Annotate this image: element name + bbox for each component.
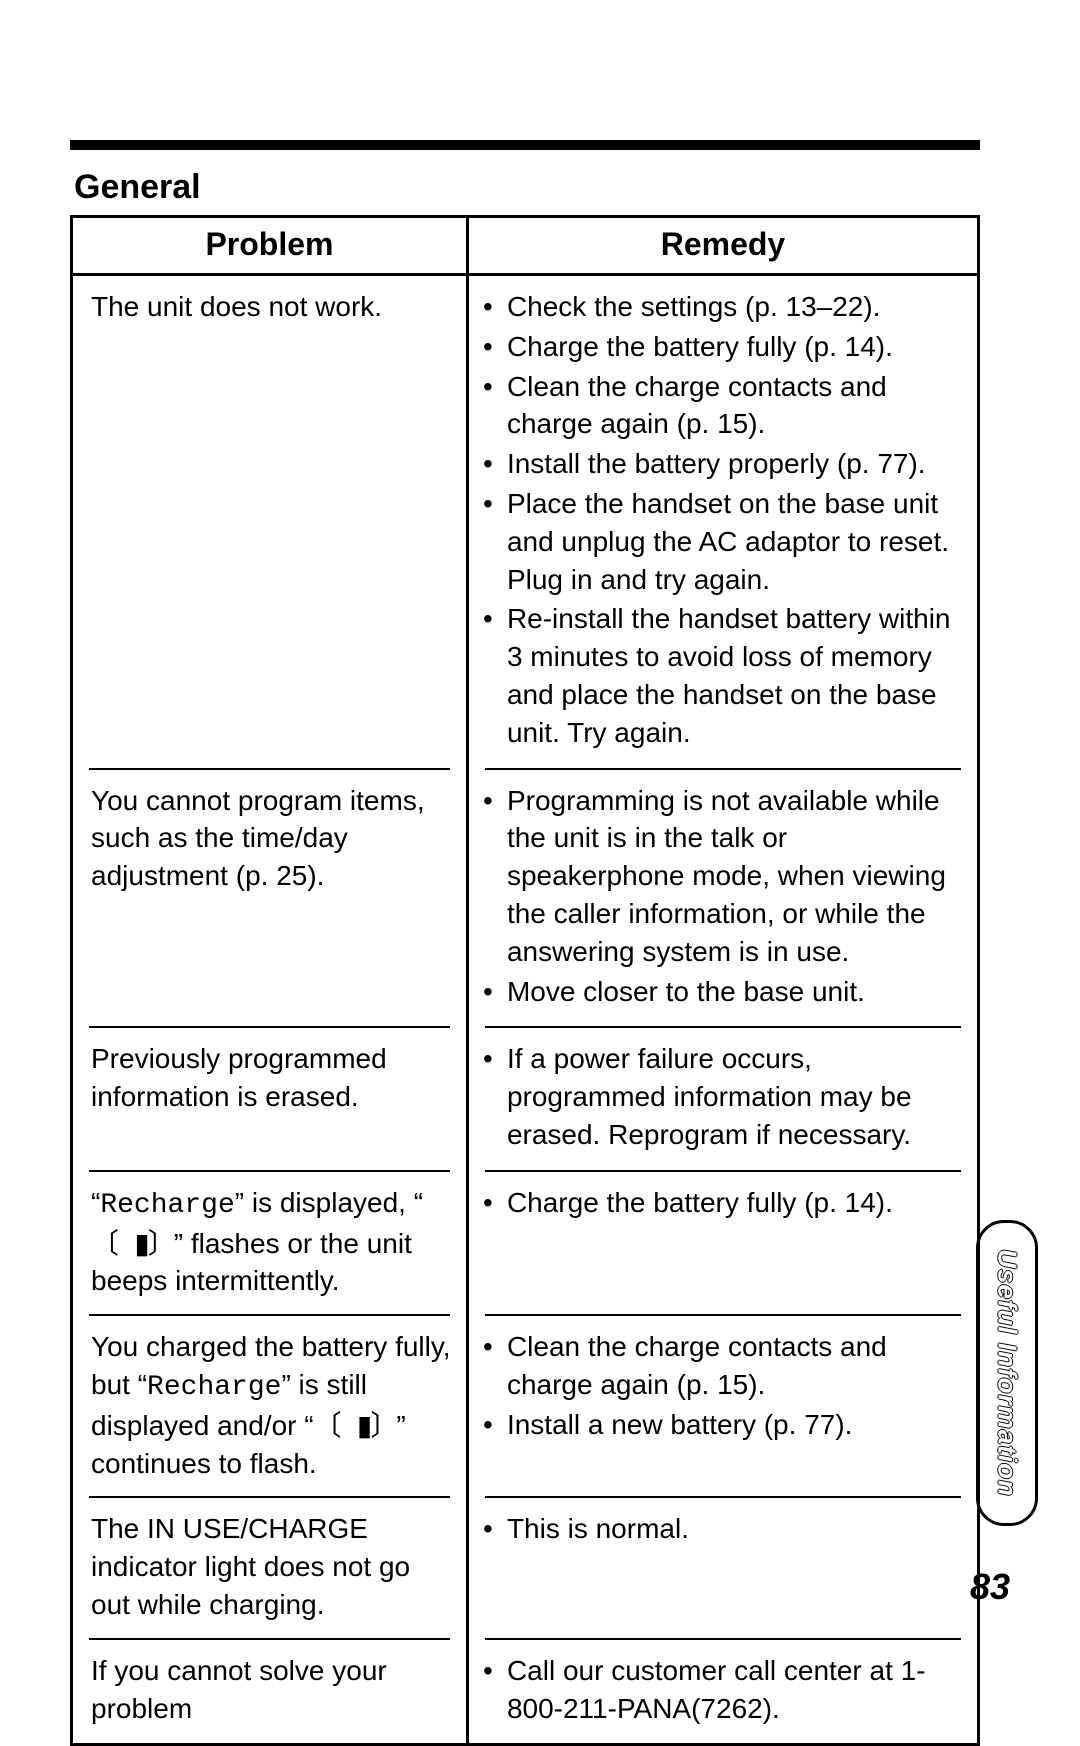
table-header-row: Problem Remedy [72,217,979,275]
table-row: Previously programmed information is era… [72,1028,979,1169]
problem-text: “Recharge” is displayed, “〔 ▮〕” flashes … [87,1184,456,1300]
remedy-list: Charge the battery fully (p. 14). [483,1184,967,1222]
remedy-list: This is normal. [483,1510,967,1548]
remedy-item: Clean the charge contacts and charge aga… [483,368,967,444]
remedy-item: Check the settings (p. 13–22). [483,288,967,326]
troubleshoot-table: Problem Remedy The unit does not work. Ch… [70,215,980,1746]
table-row: The unit does not work. Check the setting… [72,275,979,768]
remedy-item: Charge the battery fully (p. 14). [483,328,967,366]
problem-cell: The IN USE/CHARGE indicator light does n… [72,1498,468,1637]
top-rule [70,140,980,150]
remedy-cell: Programming is not available while the u… [467,770,978,1027]
remedy-cell: If a power failure occurs, programmed in… [467,1028,978,1169]
remedy-item: Charge the battery fully (p. 14). [483,1184,967,1222]
remedy-list: Call our customer call center at 1-800-2… [483,1652,967,1728]
remedy-item: Install a new battery (p. 77). [483,1406,967,1444]
section-title: General [74,168,980,207]
remedy-item: This is normal. [483,1510,967,1548]
problem-cell: You charged the battery fully, but “Rech… [72,1316,468,1496]
problem-cell: Previously programmed information is era… [72,1028,468,1169]
remedy-item: Programming is not available while the u… [483,782,967,971]
problem-cell: The unit does not work. [72,275,468,768]
table-row: You cannot program items, such as the ti… [72,770,979,1027]
problem-text: Previously programmed information is era… [87,1040,456,1116]
remedy-cell: Call our customer call center at 1-800-2… [467,1640,978,1745]
table-row: If you cannot solve your problem Call our… [72,1640,979,1745]
table-row: “Recharge” is displayed, “〔 ▮〕” flashes … [72,1172,979,1314]
problem-cell: You cannot program items, such as the ti… [72,770,468,1027]
side-tab: Useful Information [976,1220,1038,1526]
col-header-remedy: Remedy [467,217,978,275]
table-row: The IN USE/CHARGE indicator light does n… [72,1498,979,1637]
side-tab-label: Useful Information [992,1249,1023,1497]
problem-cell: If you cannot solve your problem [72,1640,468,1745]
remedy-cell: Check the settings (p. 13–22).Charge the… [467,275,978,768]
problem-text: You charged the battery fully, but “Rech… [87,1328,456,1482]
remedy-item: Place the handset on the base unit and u… [483,485,967,598]
remedy-list: If a power failure occurs, programmed in… [483,1040,967,1153]
page: General Problem Remedy The unit does not… [0,0,1080,1648]
table-body: The unit does not work. Check the setting… [72,275,979,1745]
problem-text: You cannot program items, such as the ti… [87,782,456,895]
col-header-problem: Problem [72,217,468,275]
remedy-cell: This is normal. [467,1498,978,1637]
remedy-item: Move closer to the base unit. [483,973,967,1011]
table-row: You charged the battery fully, but “Rech… [72,1316,979,1496]
remedy-item: Install the battery properly (p. 77). [483,445,967,483]
remedy-cell: Clean the charge contacts and charge aga… [467,1316,978,1496]
remedy-list: Clean the charge contacts and charge aga… [483,1328,967,1443]
problem-cell: “Recharge” is displayed, “〔 ▮〕” flashes … [72,1172,468,1314]
remedy-item: Call our customer call center at 1-800-2… [483,1652,967,1728]
remedy-list: Check the settings (p. 13–22).Charge the… [483,288,967,752]
remedy-item: Clean the charge contacts and charge aga… [483,1328,967,1404]
remedy-list: Programming is not available while the u… [483,782,967,1011]
remedy-item: If a power failure occurs, programmed in… [483,1040,967,1153]
remedy-item: Re-install the handset battery within 3 … [483,600,967,751]
remedy-cell: Charge the battery fully (p. 14). [467,1172,978,1314]
problem-text: The IN USE/CHARGE indicator light does n… [87,1510,456,1623]
problem-text: The unit does not work. [87,288,456,326]
problem-text: If you cannot solve your problem [87,1652,456,1728]
page-number: 83 [970,1566,1010,1608]
